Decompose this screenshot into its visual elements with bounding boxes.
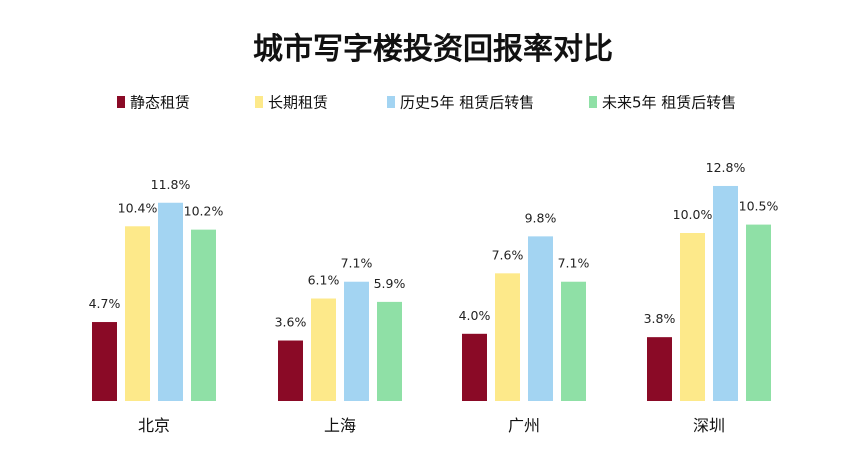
bar-3-3 [528, 236, 553, 401]
value-label-2-1: 3.6% [275, 315, 307, 330]
value-label-4-2: 10.0% [673, 207, 713, 222]
bar-2-1 [278, 340, 303, 401]
category-label-2: 上海 [324, 416, 356, 435]
bar-4-3 [713, 185, 738, 401]
bar-3-1 [462, 333, 487, 401]
category-label-3: 广州 [508, 416, 540, 435]
bar-1-4 [191, 229, 216, 401]
value-label-4-3: 12.8% [706, 160, 746, 175]
value-label-1-4: 10.2% [184, 204, 224, 219]
legend-label-3: 历史5年 租赁后转售 [400, 94, 534, 112]
legend-swatch-1 [117, 96, 125, 108]
category-label-1: 北京 [138, 416, 170, 435]
value-label-2-4: 5.9% [374, 276, 406, 291]
bar-4-1 [647, 337, 672, 401]
value-label-4-1: 3.8% [644, 311, 676, 326]
legend-swatch-3 [387, 96, 395, 108]
legend: 静态租赁 长期租赁 历史5年 租赁后转售 未来5年 租赁后转售 [117, 94, 736, 112]
bar-2-2 [311, 298, 336, 401]
value-label-1-3: 11.8% [151, 177, 191, 192]
bar-3-2 [495, 273, 520, 401]
value-label-1-1: 4.7% [89, 296, 121, 311]
bar-2-3 [344, 281, 369, 401]
value-label-2-3: 7.1% [341, 256, 373, 271]
bar-4-4 [746, 224, 771, 401]
value-label-3-1: 4.0% [459, 308, 491, 323]
bar-3-4 [561, 281, 586, 401]
chart-title: 城市写字楼投资回报率对比 [253, 32, 613, 67]
bar-1-3 [158, 202, 183, 401]
legend-swatch-4 [589, 96, 597, 108]
legend-label-1: 静态租赁 [130, 94, 190, 112]
value-label-3-3: 9.8% [525, 210, 557, 225]
bar-area: 4.7%10.4%11.8%10.2%3.6%6.1%7.1%5.9%4.0%7… [89, 160, 779, 401]
value-label-3-2: 7.6% [492, 247, 524, 262]
value-label-3-4: 7.1% [558, 256, 590, 271]
legend-label-4: 未来5年 租赁后转售 [602, 94, 736, 112]
legend-label-2: 长期租赁 [268, 94, 328, 112]
value-label-2-2: 6.1% [308, 273, 340, 288]
value-label-1-2: 10.4% [118, 200, 158, 215]
legend-swatch-2 [255, 96, 263, 108]
value-label-4-4: 10.5% [739, 199, 779, 214]
category-label-4: 深圳 [693, 416, 725, 435]
bar-2-4 [377, 301, 402, 401]
bar-1-1 [92, 322, 117, 401]
bar-1-2 [125, 226, 150, 401]
bar-4-2 [680, 233, 705, 401]
category-axis: 北京 上海 广州 深圳 [138, 416, 725, 435]
